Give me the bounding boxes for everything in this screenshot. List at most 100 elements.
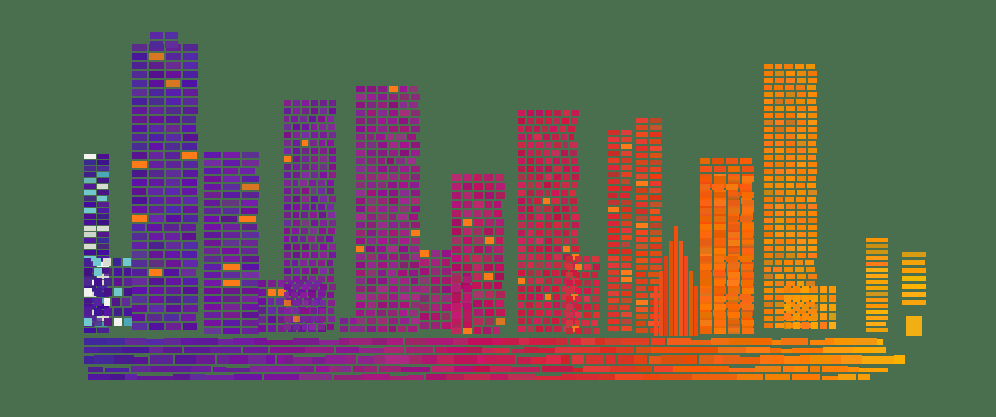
code-cell (784, 260, 793, 265)
code-cell (484, 273, 493, 280)
code-cell (400, 238, 409, 244)
code-cell (411, 222, 420, 228)
foundation-segment (305, 347, 334, 353)
foundation-segment (621, 338, 649, 345)
foundation-segment (409, 355, 422, 364)
code-cell (149, 215, 164, 222)
code-cell (367, 262, 376, 268)
code-cell (378, 318, 387, 324)
code-cell (608, 256, 619, 261)
code-cell (329, 172, 336, 178)
code-cell (484, 300, 493, 307)
code-cell (288, 307, 296, 314)
code-cell (485, 309, 494, 316)
tower-row (284, 244, 336, 250)
code-cell (474, 174, 482, 181)
code-cell (775, 169, 784, 174)
code-cell (740, 216, 752, 222)
code-cell (563, 110, 570, 116)
code-cell (400, 86, 407, 92)
code-cell (554, 174, 561, 180)
code-cell (786, 239, 795, 244)
foundation-segment (862, 356, 894, 364)
tower-row (608, 200, 634, 205)
tower-row (608, 235, 634, 240)
foundation-segment (501, 338, 519, 345)
code-cell (527, 238, 534, 244)
code-cell (608, 214, 619, 219)
tower-row (84, 232, 110, 237)
code-cell (242, 152, 259, 158)
code-cell (409, 214, 418, 220)
code-cell (518, 214, 525, 220)
code-cell (132, 170, 147, 177)
code-cell (132, 233, 147, 240)
code-cell (311, 164, 318, 170)
code-cell (728, 328, 740, 334)
code-cell (84, 268, 92, 276)
code-cell (797, 211, 806, 216)
code-cell (902, 284, 926, 289)
tower-row (132, 134, 198, 141)
code-cell (775, 78, 784, 83)
tower-row (636, 265, 664, 270)
code-cell (132, 296, 147, 303)
code-cell (545, 238, 552, 244)
code-cell (302, 276, 307, 282)
tower-row (284, 156, 336, 162)
code-cell (242, 296, 259, 302)
tower-row (608, 193, 634, 198)
code-cell (608, 319, 619, 324)
tower-row (608, 130, 634, 135)
code-cell (552, 198, 559, 204)
code-cell (536, 254, 543, 260)
code-cell (714, 200, 726, 206)
tower-row (284, 204, 334, 210)
code-cell (786, 141, 795, 146)
tower-row (132, 215, 198, 222)
tower-row (700, 166, 756, 172)
tower-row (566, 312, 606, 318)
tower-column (679, 241, 683, 336)
code-cell (536, 270, 541, 276)
code-cell (775, 155, 784, 160)
code-cell (775, 162, 784, 167)
tower-row (84, 308, 132, 316)
code-cell (764, 316, 773, 321)
code-cell (544, 206, 551, 212)
code-cell (302, 172, 309, 178)
code-cell (536, 174, 543, 180)
code-cell (572, 222, 579, 228)
code-cell (902, 276, 926, 281)
code-cell (866, 238, 888, 242)
tower-row (764, 169, 822, 174)
code-cell (284, 108, 291, 114)
code-cell (442, 322, 451, 329)
code-cell (356, 198, 365, 204)
code-cell (204, 288, 221, 294)
foundation-segment (723, 355, 740, 364)
foundation-segment (737, 374, 763, 380)
tower-row (84, 196, 110, 201)
code-cell (292, 228, 299, 234)
code-cell (284, 188, 291, 194)
code-cell (378, 190, 387, 196)
code-cell (396, 134, 405, 140)
tower-row (700, 200, 756, 206)
code-cell (378, 254, 387, 260)
code-cell (223, 280, 240, 286)
code-cell (378, 126, 387, 132)
code-cell (97, 292, 109, 297)
code-cell (796, 197, 805, 202)
code-cell (400, 174, 409, 180)
code-cell (94, 308, 102, 316)
code-cell (784, 304, 791, 311)
code-cell (356, 174, 365, 180)
code-cell (608, 207, 619, 212)
tower-row (518, 134, 588, 140)
code-cell (784, 267, 793, 272)
foundation-segment (538, 348, 555, 353)
code-cell (636, 230, 648, 235)
code-cell (545, 190, 550, 196)
code-cell (452, 303, 461, 310)
